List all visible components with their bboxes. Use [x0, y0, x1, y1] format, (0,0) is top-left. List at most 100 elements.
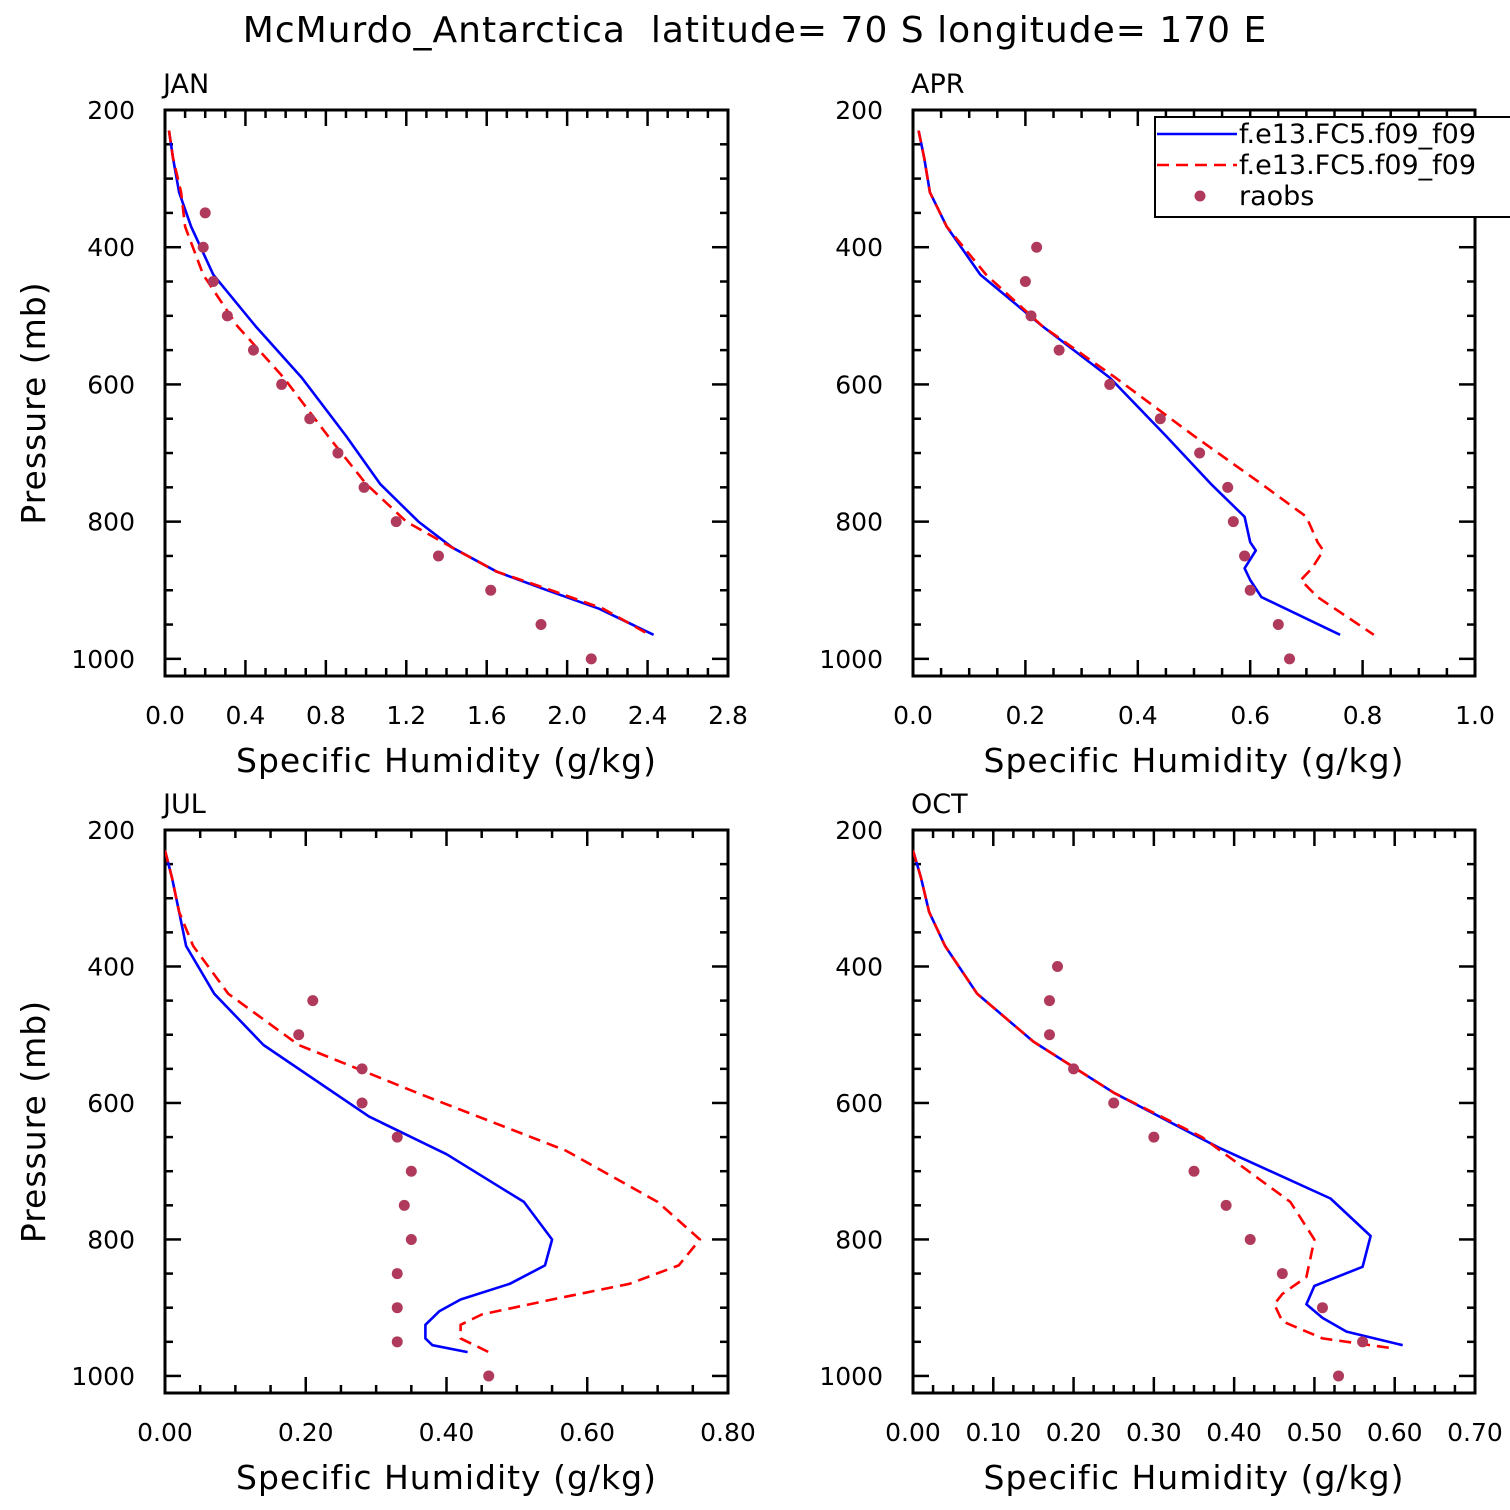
raobs-point: [1043, 995, 1055, 1007]
raobs-point: [1108, 1097, 1120, 1109]
x-tick-label: 0.00: [885, 1418, 941, 1447]
y-tick-label: 1000: [71, 645, 135, 674]
x-tick-label: 2.8: [708, 701, 748, 730]
raobs-point: [1194, 447, 1206, 459]
x-tick-label: 0.0: [893, 701, 933, 730]
series-group: [167, 130, 655, 665]
raobs-point: [304, 413, 316, 425]
figure-title: McMurdo_Antarctica latitude= 70 S longit…: [242, 10, 1268, 51]
x-tick-label: 0.4: [226, 701, 266, 730]
y-tick-label: 1000: [71, 1362, 135, 1391]
x-tick-label: 0.8: [1343, 701, 1383, 730]
raobs-point: [1043, 1029, 1055, 1041]
y-tick-label: 1000: [819, 1362, 883, 1391]
raobs-point: [1154, 413, 1166, 425]
raobs-point: [1104, 378, 1116, 390]
raobs-point: [1220, 1199, 1232, 1211]
raobs-point: [293, 1029, 305, 1041]
model-dashed-line: [913, 850, 1395, 1350]
x-tick-label: 0.2: [1006, 701, 1046, 730]
raobs-point: [332, 447, 344, 459]
raobs-point: [1284, 653, 1296, 665]
series-group: [165, 850, 702, 1382]
raobs-point: [485, 584, 497, 596]
x-tick-label: 1.0: [1455, 701, 1495, 730]
raobs-point: [391, 1336, 403, 1348]
raobs-point: [585, 653, 597, 665]
raobs-point: [1276, 1268, 1288, 1280]
legend-label: f.e13.FC5.f09_f09: [1239, 150, 1476, 181]
raobs-point: [1025, 310, 1037, 322]
y-tick-label: 400: [835, 233, 883, 262]
panel-title: JUL: [161, 789, 206, 820]
raobs-point: [1188, 1165, 1200, 1177]
raobs-point: [1357, 1336, 1369, 1348]
y-tick-label: 200: [835, 96, 883, 125]
y-tick-label: 800: [87, 508, 135, 537]
y-axis-label: Pressure (mb): [14, 1000, 53, 1243]
model-dashed-line: [165, 850, 702, 1354]
y-tick-label: 200: [87, 816, 135, 845]
legend-dot-swatch: [1194, 190, 1206, 202]
raobs-point: [391, 1268, 403, 1280]
raobs-point: [1316, 1302, 1328, 1314]
raobs-point: [307, 995, 319, 1007]
x-tick-label: 2.4: [628, 701, 668, 730]
raobs-point: [197, 241, 209, 253]
y-tick-label: 600: [835, 370, 883, 399]
x-axis-label: Specific Humidity (g/kg): [236, 1458, 657, 1497]
x-axis-label: Specific Humidity (g/kg): [984, 741, 1405, 780]
x-tick-label: 0.6: [1230, 701, 1270, 730]
x-tick-label: 0.40: [419, 1418, 475, 1447]
raobs-point: [1053, 344, 1065, 356]
panel-title: OCT: [911, 789, 968, 820]
raobs-point: [1244, 584, 1256, 596]
x-tick-label: 0.60: [1367, 1418, 1423, 1447]
raobs-point: [1031, 241, 1043, 253]
x-tick-label: 0.8: [306, 701, 346, 730]
panel-jul: 0.00 0.20 0.40 0.60 0.80 200 400 600 800 1000 JUL S…: [14, 789, 756, 1497]
model-solid-line: [167, 130, 655, 636]
model-dashed-line: [167, 130, 651, 636]
x-axis-label: Specific Humidity (g/kg): [984, 1458, 1405, 1497]
y-axis-label: Pressure (mb): [14, 281, 53, 524]
raobs-point: [1272, 619, 1284, 631]
y-tick-label: 800: [87, 1225, 135, 1254]
y-tick-label: 200: [87, 96, 135, 125]
y-tick-label: 400: [87, 233, 135, 262]
y-tick-label: 600: [87, 370, 135, 399]
raobs-point: [1244, 1233, 1256, 1245]
raobs-point: [1068, 1063, 1080, 1075]
raobs-point: [247, 344, 259, 356]
x-tick-label: 0.50: [1287, 1418, 1343, 1447]
raobs-point: [1227, 516, 1239, 528]
y-tick-label: 1000: [819, 645, 883, 674]
raobs-point: [221, 310, 233, 322]
raobs-point: [1239, 550, 1251, 562]
y-tick-label: 400: [87, 952, 135, 981]
model-dashed-line: [917, 130, 1375, 636]
panel-jan: 0.0 0.4 0.8 1.2 1.6 2.0 2.4 2.8 200 400 600 800 1000…: [14, 69, 748, 780]
x-tick-label: 0.20: [278, 1418, 334, 1447]
raobs-point: [391, 1302, 403, 1314]
y-tick-label: 800: [835, 508, 883, 537]
x-tick-label: 0.40: [1206, 1418, 1262, 1447]
raobs-point: [358, 481, 370, 493]
x-tick-label: 0.0: [145, 701, 185, 730]
raobs-point: [1052, 960, 1064, 972]
panel-title: APR: [911, 69, 965, 100]
y-tick-label: 600: [835, 1089, 883, 1118]
raobs-point: [356, 1097, 368, 1109]
legend-label: raobs: [1239, 181, 1314, 212]
y-tick-label: 600: [87, 1089, 135, 1118]
x-tick-label: 1.2: [386, 701, 426, 730]
x-tick-label: 0.60: [559, 1418, 615, 1447]
raobs-point: [398, 1199, 410, 1211]
raobs-point: [1019, 276, 1031, 288]
x-tick-label: 0.20: [1046, 1418, 1102, 1447]
raobs-point: [432, 550, 444, 562]
panel-oct: 0.00 0.10 0.20 0.30 0.40 0.50 0.60 0.70 200 400 60…: [819, 789, 1502, 1497]
raobs-point: [207, 276, 219, 288]
x-tick-label: 2.0: [547, 701, 587, 730]
